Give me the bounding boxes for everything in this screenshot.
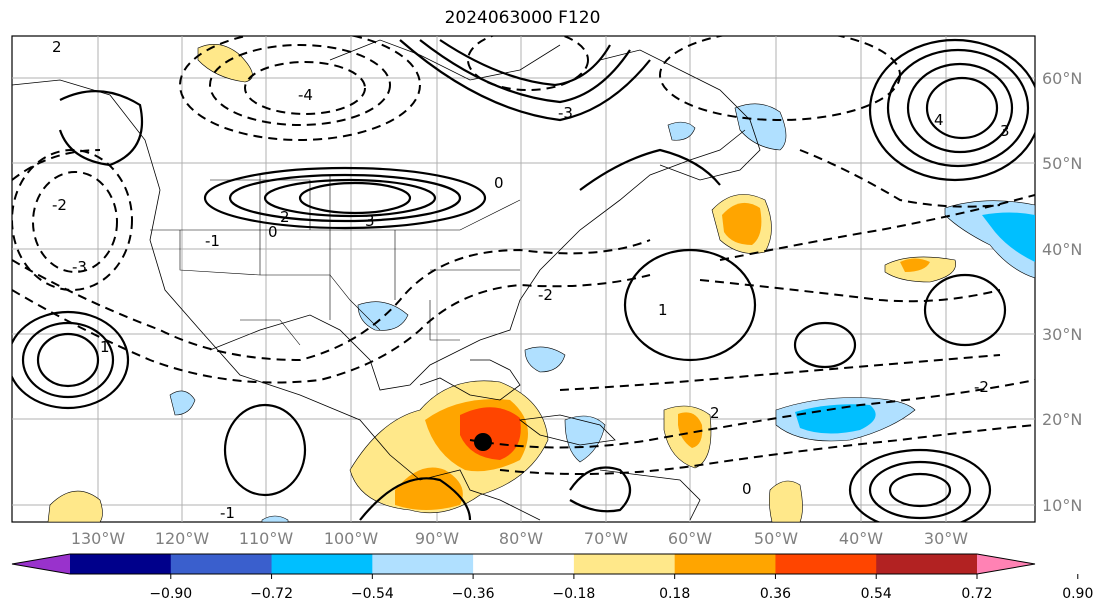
- colorbar-segment: [170, 554, 273, 574]
- svg-text:-2: -2: [538, 286, 553, 304]
- lon-label: 70°W: [584, 529, 628, 548]
- positive-anomaly-fills: [47, 43, 957, 522]
- lat-label: 10°N: [1042, 496, 1082, 515]
- political-borders: [150, 175, 521, 346]
- svg-text:-3: -3: [72, 258, 87, 276]
- colorbar-tick-label: 0.54: [861, 586, 892, 602]
- colorbar-tick-label: −0.18: [552, 586, 595, 602]
- colorbar-tick-label: −0.72: [250, 586, 293, 602]
- colorbar-segment: [70, 554, 172, 574]
- colorbar-tick-label: 0.72: [961, 586, 992, 602]
- svg-text:4: 4: [934, 111, 944, 129]
- lat-label: 40°N: [1042, 240, 1082, 259]
- colorbar-segment: [473, 554, 575, 574]
- svg-text:-3: -3: [558, 104, 573, 122]
- lon-label: 50°W: [754, 529, 798, 548]
- svg-text:-2: -2: [974, 378, 989, 396]
- svg-text:3: 3: [1000, 122, 1010, 140]
- svg-text:2: 2: [710, 404, 720, 422]
- colorbar-outline: [11, 553, 1036, 575]
- colorbar-tick-label: 0.18: [659, 586, 690, 602]
- lon-label: 110°W: [239, 529, 294, 548]
- svg-text:0: 0: [742, 480, 752, 498]
- negative-contours: [12, 36, 1035, 475]
- colorbar-segment: [674, 554, 776, 574]
- storm-center-dot: [474, 433, 492, 451]
- colorbar-tick-label: 0.36: [760, 586, 791, 602]
- svg-text:2: 2: [280, 208, 290, 226]
- colorbar-segment: [775, 554, 877, 574]
- colorbar-extend-min: [12, 554, 70, 574]
- lon-label: 40°W: [839, 529, 883, 548]
- lat-label: 50°N: [1042, 154, 1082, 173]
- lon-label: 120°W: [155, 529, 210, 548]
- lon-label: 100°W: [324, 529, 379, 548]
- colorbar-tick-label: −0.90: [149, 586, 192, 602]
- svg-text:1: 1: [658, 301, 668, 319]
- svg-text:-4: -4: [298, 86, 313, 104]
- lat-label: 30°N: [1042, 325, 1082, 344]
- lat-label: 60°N: [1042, 69, 1082, 88]
- svg-text:2: 2: [52, 38, 62, 56]
- colorbar: −0.90 −0.72 −0.54 −0.36 −0.18 0.18 0.36 0.54 0.7…: [11, 553, 1093, 602]
- svg-text:0: 0: [268, 223, 278, 241]
- colorbar-extend-max: [977, 554, 1035, 574]
- lat-label: 20°N: [1042, 410, 1082, 429]
- lon-label: 30°W: [924, 529, 968, 548]
- svg-text:-2: -2: [52, 196, 67, 214]
- colorbar-segment: [372, 554, 474, 574]
- svg-text:-1: -1: [220, 504, 235, 522]
- svg-text:3: 3: [365, 212, 375, 230]
- lon-label: 130°W: [71, 529, 126, 548]
- negative-anomaly-fills: [169, 103, 1035, 522]
- map-title: 2024063000 F120: [444, 8, 601, 28]
- lon-label: 60°W: [668, 529, 712, 548]
- longitude-axis: 130°W 120°W 110°W 100°W 90°W 80°W 70°W 6…: [71, 529, 968, 548]
- colorbar-tick-label: −0.54: [351, 586, 394, 602]
- positive-contours: [12, 38, 1035, 522]
- colorbar-segment: [271, 554, 373, 574]
- coastlines: [12, 39, 761, 521]
- svg-text:-1: -1: [205, 232, 220, 250]
- svg-text:1: 1: [100, 338, 110, 356]
- colorbar-segment: [876, 554, 978, 574]
- latitude-axis: 60°N 50°N 40°N 30°N 20°N 10°N: [1042, 69, 1082, 515]
- colorbar-segment: [573, 554, 676, 574]
- contour-labels: 2 0 -4 -3 -2 -1 1 2 3 4 0 -2 -3 -2 -1 0 …: [52, 38, 1010, 522]
- svg-text:0: 0: [494, 174, 504, 192]
- colorbar-tick-label: 0.90: [1062, 586, 1093, 602]
- lon-label: 80°W: [499, 529, 543, 548]
- lon-label: 90°W: [415, 529, 459, 548]
- colorbar-tick-label: −0.36: [452, 586, 495, 602]
